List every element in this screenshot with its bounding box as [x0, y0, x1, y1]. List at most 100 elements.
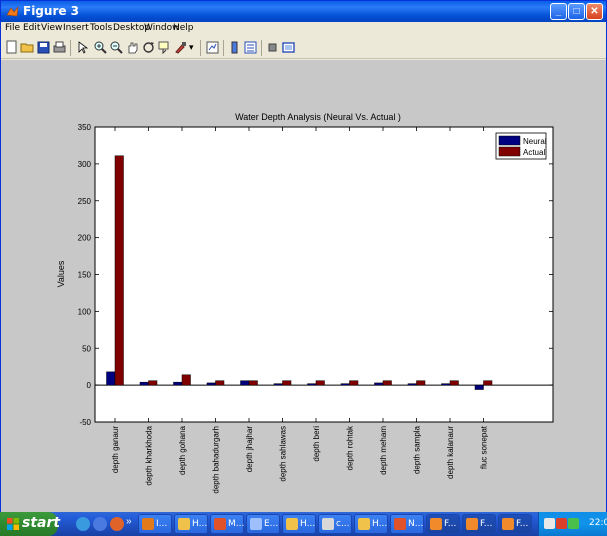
menu-window[interactable]: Window [144, 23, 180, 33]
bar-actual-7[interactable] [349, 380, 359, 386]
link-icon[interactable] [205, 40, 220, 55]
rotate-icon[interactable] [141, 40, 156, 55]
windows-logo-icon [7, 518, 19, 530]
maximize-button[interactable]: □ [568, 3, 585, 20]
print-icon[interactable] [52, 40, 67, 55]
zoom-in-icon[interactable] [93, 40, 108, 55]
taskbar-button-5[interactable]: c... [318, 514, 352, 534]
zoom-out-icon[interactable] [109, 40, 124, 55]
menu-desktop[interactable]: Desktop [113, 23, 151, 33]
taskbar-button-1[interactable]: H... [174, 514, 208, 534]
quick-launch-ie-icon[interactable] [93, 517, 107, 531]
bar-neural-6[interactable] [307, 383, 317, 386]
taskbar-button-7[interactable]: N... [390, 514, 424, 534]
bar-chart: -50 0 50 100 150 200 250 300 350 depth ganaur dep… [56, 112, 554, 494]
taskbar-button-label: F... [444, 519, 457, 529]
bar-actual-1[interactable] [148, 380, 158, 386]
bar-actual-3[interactable] [215, 380, 225, 386]
close-button[interactable]: ✕ [586, 3, 603, 20]
figure-icon [502, 518, 514, 530]
menu-edit[interactable]: Edit [23, 23, 41, 33]
bar-actual-5[interactable] [282, 380, 292, 386]
tray-network-icon[interactable] [544, 518, 555, 529]
bar-actual-8[interactable] [382, 380, 392, 386]
taskbar-button-label: F... [516, 519, 529, 529]
folder-icon [178, 518, 190, 530]
axes-background [94, 126, 554, 423]
colorbar-icon[interactable] [227, 40, 242, 55]
data-cursor-icon[interactable] [157, 40, 172, 55]
open-file-icon[interactable] [20, 40, 35, 55]
pan-icon[interactable] [125, 40, 140, 55]
taskbar-button-8[interactable]: F... [426, 514, 460, 534]
tray-update-icon[interactable] [568, 518, 579, 529]
bar-actual-0[interactable] [114, 155, 124, 386]
bar-neural-3[interactable] [206, 382, 216, 386]
y-tick-label: 100 [78, 307, 92, 316]
x-tick-label: depth ganaur [111, 426, 120, 473]
bar-actual-9[interactable] [416, 380, 426, 386]
y-tick-label: 250 [78, 197, 92, 206]
bar-neural-9[interactable] [407, 383, 417, 386]
pointer-icon[interactable] [75, 40, 90, 55]
menu-tools[interactable]: Tools [90, 23, 113, 33]
bar-actual-2[interactable] [181, 374, 191, 386]
x-tick-label: depth rohtak [346, 425, 355, 470]
taskbar-button-3[interactable]: E... [246, 514, 280, 534]
quick-launch-firefox-icon[interactable] [110, 517, 124, 531]
taskbar-button-9[interactable]: F... [462, 514, 496, 534]
show-plot-tools-icon[interactable] [281, 40, 296, 55]
bar-neural-10[interactable] [441, 383, 451, 386]
bar-neural-0[interactable] [106, 371, 116, 386]
minimize-button[interactable]: _ [550, 3, 567, 20]
tray-security-icon[interactable] [556, 518, 567, 529]
taskbar-button-2[interactable]: M... [210, 514, 244, 534]
taskbar-button-10[interactable]: F... [498, 514, 532, 534]
brush-icon[interactable] [173, 40, 188, 55]
taskbar-button-label: H... [372, 519, 388, 529]
x-tick-label: depth meham [379, 426, 388, 475]
bar-neural-5[interactable] [273, 383, 283, 386]
title-bar[interactable]: Figure 3 _ □ ✕ [1, 1, 606, 22]
new-figure-icon[interactable] [4, 40, 19, 55]
menu-view[interactable]: View [41, 23, 63, 33]
hide-plot-tools-icon[interactable] [265, 40, 280, 55]
save-icon[interactable] [36, 40, 51, 55]
menu-insert[interactable]: Insert [63, 23, 89, 33]
bar-neural-11[interactable] [474, 384, 484, 390]
bar-neural-8[interactable] [374, 382, 384, 386]
bar-neural-2[interactable] [173, 381, 183, 386]
quick-launch-overflow-icon[interactable]: » [126, 516, 132, 527]
y-tick-label: 350 [78, 123, 92, 132]
taskbar-button-label: I... [156, 519, 168, 529]
x-tick-label: depth jhajhar [245, 426, 254, 473]
toolbar-separator [223, 40, 224, 56]
taskbar-button-0[interactable]: I... [138, 514, 172, 534]
legend-label-actual: Actual [523, 148, 545, 157]
menu-help[interactable]: Help [173, 23, 194, 33]
bar-neural-4[interactable] [240, 380, 250, 386]
bar-neural-7[interactable] [340, 383, 350, 386]
bar-actual-6[interactable] [315, 380, 325, 386]
taskbar: start » I... H... M... E... H... c... H... N...… [0, 512, 607, 536]
quick-launch-desktop-icon[interactable] [76, 517, 90, 531]
taskbar-button-6[interactable]: H... [354, 514, 388, 534]
bar-actual-11[interactable] [483, 380, 493, 386]
taskbar-button-label: F... [480, 519, 493, 529]
menu-file[interactable]: File [5, 23, 21, 33]
start-button[interactable]: start [0, 512, 60, 536]
figure-icon [466, 518, 478, 530]
legend-icon[interactable] [243, 40, 258, 55]
bar-actual-4[interactable] [248, 380, 258, 386]
toolbar-separator [200, 40, 201, 56]
y-tick-label: 50 [82, 344, 91, 353]
bar-neural-1[interactable] [139, 381, 149, 386]
legend[interactable]: Neural Actual [495, 132, 547, 160]
matlab-logo-icon [6, 6, 19, 17]
matlab-icon [214, 518, 226, 530]
taskbar-button-4[interactable]: H... [282, 514, 316, 534]
y-tick-label: -50 [79, 418, 91, 427]
legend-swatch-actual [498, 146, 521, 157]
bar-actual-10[interactable] [449, 380, 459, 386]
dropdown-arrow-icon[interactable]: ▾ [189, 42, 194, 52]
